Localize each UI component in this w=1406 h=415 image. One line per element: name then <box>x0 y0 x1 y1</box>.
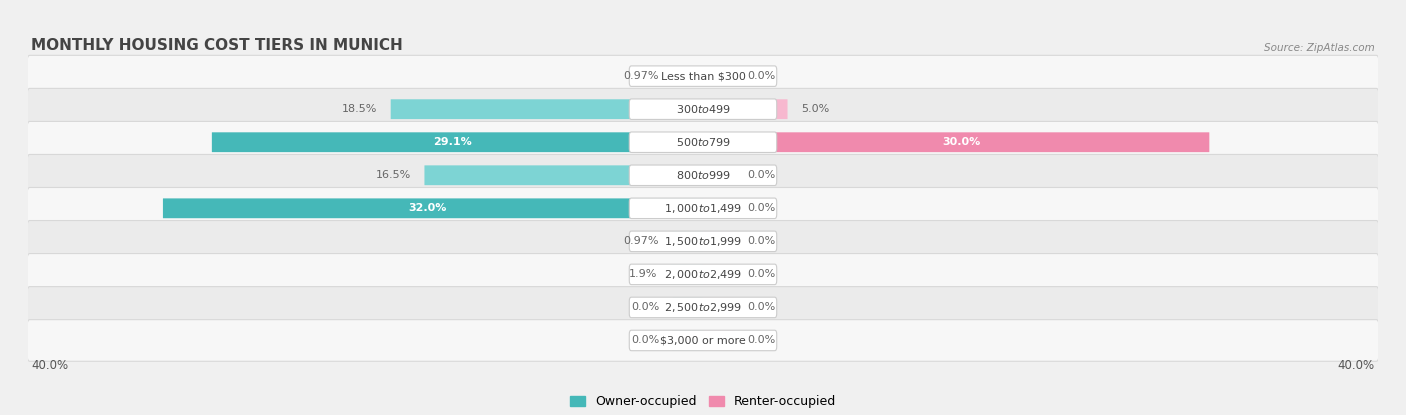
FancyBboxPatch shape <box>163 198 703 218</box>
FancyBboxPatch shape <box>703 165 734 185</box>
Text: 0.0%: 0.0% <box>631 335 659 345</box>
Text: 0.0%: 0.0% <box>747 269 775 279</box>
FancyBboxPatch shape <box>27 254 1379 295</box>
FancyBboxPatch shape <box>630 165 776 186</box>
Text: $1,500 to $1,999: $1,500 to $1,999 <box>664 235 742 248</box>
Text: 30.0%: 30.0% <box>942 137 980 147</box>
Text: 5.0%: 5.0% <box>801 104 830 114</box>
Text: 0.0%: 0.0% <box>631 303 659 312</box>
Text: Source: ZipAtlas.com: Source: ZipAtlas.com <box>1264 43 1375 53</box>
FancyBboxPatch shape <box>425 165 703 185</box>
Text: 0.0%: 0.0% <box>747 237 775 247</box>
Text: $3,000 or more: $3,000 or more <box>661 335 745 345</box>
Text: 40.0%: 40.0% <box>31 359 69 372</box>
FancyBboxPatch shape <box>27 88 1379 130</box>
FancyBboxPatch shape <box>27 154 1379 196</box>
Text: 0.0%: 0.0% <box>747 335 775 345</box>
Text: 0.0%: 0.0% <box>747 303 775 312</box>
Text: $1,000 to $1,499: $1,000 to $1,499 <box>664 202 742 215</box>
FancyBboxPatch shape <box>391 99 703 119</box>
Text: Less than $300: Less than $300 <box>661 71 745 81</box>
FancyBboxPatch shape <box>630 231 776 251</box>
Text: 18.5%: 18.5% <box>342 104 377 114</box>
FancyBboxPatch shape <box>27 188 1379 229</box>
FancyBboxPatch shape <box>703 132 1209 152</box>
Text: $300 to $499: $300 to $499 <box>675 103 731 115</box>
FancyBboxPatch shape <box>703 298 734 317</box>
FancyBboxPatch shape <box>630 264 776 285</box>
FancyBboxPatch shape <box>672 232 703 251</box>
Text: 0.0%: 0.0% <box>747 203 775 213</box>
FancyBboxPatch shape <box>672 298 703 317</box>
FancyBboxPatch shape <box>27 220 1379 262</box>
FancyBboxPatch shape <box>703 198 734 218</box>
Text: MONTHLY HOUSING COST TIERS IN MUNICH: MONTHLY HOUSING COST TIERS IN MUNICH <box>31 38 404 53</box>
FancyBboxPatch shape <box>27 55 1379 97</box>
FancyBboxPatch shape <box>212 132 703 152</box>
FancyBboxPatch shape <box>630 99 776 120</box>
FancyBboxPatch shape <box>703 331 734 350</box>
FancyBboxPatch shape <box>703 66 734 86</box>
FancyBboxPatch shape <box>703 232 734 251</box>
FancyBboxPatch shape <box>703 264 734 284</box>
FancyBboxPatch shape <box>27 122 1379 163</box>
Text: 1.9%: 1.9% <box>628 269 658 279</box>
Text: 0.97%: 0.97% <box>624 71 659 81</box>
FancyBboxPatch shape <box>27 320 1379 361</box>
Text: $2,000 to $2,499: $2,000 to $2,499 <box>664 268 742 281</box>
FancyBboxPatch shape <box>672 66 703 86</box>
Text: $500 to $799: $500 to $799 <box>675 136 731 148</box>
Text: 0.97%: 0.97% <box>624 237 659 247</box>
FancyBboxPatch shape <box>703 99 787 119</box>
Text: $800 to $999: $800 to $999 <box>675 169 731 181</box>
FancyBboxPatch shape <box>630 66 776 86</box>
FancyBboxPatch shape <box>630 330 776 351</box>
FancyBboxPatch shape <box>630 297 776 317</box>
Text: 16.5%: 16.5% <box>375 170 411 180</box>
Text: 32.0%: 32.0% <box>409 203 447 213</box>
FancyBboxPatch shape <box>671 264 703 284</box>
FancyBboxPatch shape <box>630 198 776 219</box>
Text: 0.0%: 0.0% <box>747 71 775 81</box>
FancyBboxPatch shape <box>27 287 1379 328</box>
Text: 29.1%: 29.1% <box>433 137 472 147</box>
Text: $2,500 to $2,999: $2,500 to $2,999 <box>664 301 742 314</box>
FancyBboxPatch shape <box>672 331 703 350</box>
Text: 0.0%: 0.0% <box>747 170 775 180</box>
FancyBboxPatch shape <box>630 132 776 152</box>
Legend: Owner-occupied, Renter-occupied: Owner-occupied, Renter-occupied <box>569 395 837 408</box>
Text: 40.0%: 40.0% <box>1337 359 1375 372</box>
